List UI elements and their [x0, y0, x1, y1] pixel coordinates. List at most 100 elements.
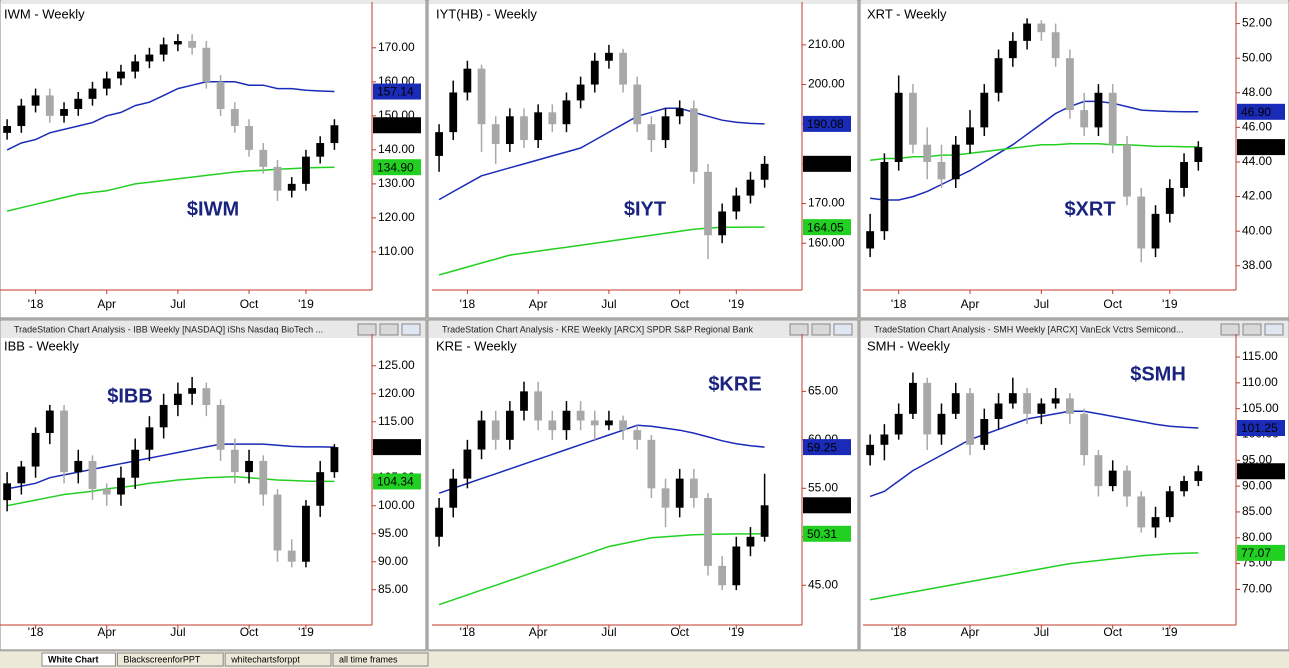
x-tick-label: Jul [601, 625, 616, 639]
price-badge [1237, 420, 1285, 437]
y-tick-label: 50.00 [1242, 50, 1272, 64]
candle-body [145, 427, 154, 450]
x-tick-label: Apr [529, 297, 548, 311]
title-bar [429, 0, 857, 4]
candle-body [117, 71, 125, 79]
price-badge-label: 180.01 [807, 157, 844, 171]
y-tick-label: 130.00 [378, 176, 415, 190]
y-tick-label: 120.00 [378, 210, 415, 224]
candle-body [866, 444, 875, 456]
candle-body [17, 105, 26, 127]
moving-average [869, 552, 1199, 601]
candle-body [463, 68, 472, 93]
x-tick-label: Jul [601, 297, 616, 311]
y-tick-label: 100.00 [378, 498, 415, 512]
tab[interactable] [116, 652, 224, 667]
candle-body [74, 98, 83, 110]
x-tick-label: Jul [170, 297, 185, 311]
candle-body [316, 143, 325, 157]
candle-body [173, 40, 182, 45]
candle-body [131, 61, 140, 72]
candle-body [675, 478, 684, 508]
chart-title: XRT - Weekly [867, 6, 947, 21]
price-badge-label: 134.90 [377, 160, 414, 174]
annotation: $XRT [1064, 198, 1115, 220]
y-tick-label: 85.00 [378, 582, 408, 596]
candle-body [1165, 491, 1174, 518]
candle-body [909, 382, 917, 414]
price-badge-label: 46.90 [1241, 105, 1271, 119]
price-badge [803, 115, 851, 132]
candle-body [1080, 413, 1089, 456]
moving-average [6, 81, 335, 151]
candle-body [302, 505, 310, 562]
price-badge [1237, 544, 1285, 561]
price-badge [803, 497, 851, 514]
candle-body [760, 163, 769, 180]
candle-body [287, 550, 296, 562]
chart-window: 160.00170.00180.00190.00200.00210.00'18A… [427, 0, 859, 319]
candle-body [937, 413, 946, 435]
candle-body [1151, 517, 1160, 528]
title-bar [1, 0, 425, 4]
candle-body [576, 410, 585, 421]
y-tick-label: 40.00 [1242, 223, 1272, 237]
annotation: $IBB [107, 385, 153, 407]
tab[interactable] [332, 652, 429, 667]
candle-body [980, 92, 989, 128]
x-tick-label: '19 [728, 297, 744, 311]
candle-body [1080, 110, 1089, 128]
window-button[interactable] [811, 323, 831, 336]
tab-label: BlackscreenforPPT [123, 654, 201, 664]
y-tick-label: 210.00 [808, 37, 845, 51]
tab[interactable] [224, 652, 332, 667]
candle-body [505, 410, 514, 440]
candle-body [590, 60, 599, 85]
window-button[interactable] [1220, 323, 1240, 336]
price-badge-label: 101.25 [1241, 421, 1278, 435]
window-button[interactable] [789, 323, 809, 336]
candle-body [718, 565, 727, 586]
candle-body [188, 388, 197, 394]
x-tick-label: Jul [1034, 625, 1049, 639]
price-badge [373, 159, 421, 176]
candle-body [88, 460, 97, 489]
candle-body [966, 127, 974, 145]
title-bar [429, 321, 857, 338]
candle-body [435, 507, 443, 537]
price-badge-label: 53.25 [807, 498, 837, 512]
x-tick-label: '19 [1162, 297, 1178, 311]
x-tick-label: '18 [28, 625, 44, 639]
candle-body [1051, 398, 1060, 404]
tab[interactable] [41, 652, 116, 667]
candle-body [1094, 455, 1103, 487]
candle-body [3, 483, 12, 501]
candle-body [245, 126, 253, 150]
x-tick-label: Oct [240, 625, 259, 639]
y-tick-label: 70.00 [1242, 582, 1272, 596]
chart-title: KRE - Weekly [436, 338, 517, 353]
x-tick-label: '19 [1162, 625, 1178, 639]
candle-body [534, 391, 543, 421]
candle-body [909, 92, 917, 145]
candle-body [273, 166, 282, 191]
window-button[interactable] [833, 323, 853, 336]
window-button[interactable] [1242, 323, 1262, 336]
y-tick-label: 105.00 [1242, 401, 1279, 415]
window-button[interactable] [357, 323, 377, 336]
window-button[interactable] [1264, 323, 1284, 336]
candle-body [1051, 32, 1060, 59]
annotation: $KRE [708, 373, 761, 395]
candle-body [880, 434, 889, 445]
price-badge-label: 44.86 [1241, 140, 1271, 154]
y-tick-label: 110.00 [1242, 375, 1278, 389]
window-button[interactable] [379, 323, 399, 336]
candle-body [880, 161, 889, 232]
candle-body [866, 231, 875, 249]
candle-body [732, 546, 741, 586]
window-button[interactable] [401, 323, 421, 336]
candle-body [287, 183, 296, 191]
y-tick-label: 110.00 [378, 244, 414, 258]
x-tick-label: '19 [298, 625, 314, 639]
candle-body [159, 44, 168, 55]
